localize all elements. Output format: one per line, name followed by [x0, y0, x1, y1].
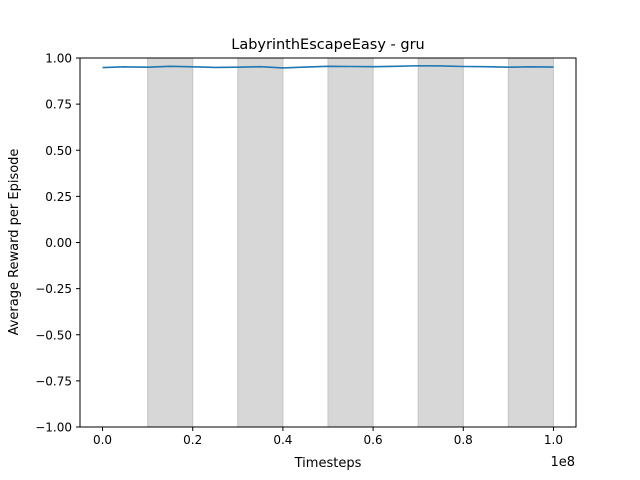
shaded-span-2	[237, 57, 284, 428]
shaded-span-5	[507, 57, 554, 428]
y-tick-label: −0.50	[35, 328, 72, 342]
chart-title: LabyrinthEscapeEasy - gru	[231, 37, 425, 53]
x-tick-label: 0.8	[454, 433, 473, 447]
x-axis-offset-label: 1e8	[550, 455, 575, 470]
y-axis-label: Average Reward per Episode	[7, 149, 22, 336]
series-group	[102, 64, 554, 69]
shaded-span-4	[417, 57, 464, 428]
y-tick-label: −1.00	[35, 421, 72, 435]
y-tick-label: 1.00	[45, 52, 72, 66]
y-axis-ticks: −1.00 −0.75 −0.50 −0.25 0.00 0.25 0.50 0.75 1.00	[35, 52, 80, 435]
series-line-1	[102, 64, 554, 69]
x-axis-ticks: 0.0 0.2 0.4 0.6 0.8 1.0	[93, 427, 563, 447]
y-tick-label: −0.75	[35, 374, 72, 388]
shaded-span-3	[327, 57, 374, 428]
x-tick-label: 0.4	[273, 433, 292, 447]
x-axis-label: Timesteps	[294, 456, 362, 471]
y-tick-label: 0.50	[45, 144, 72, 158]
shaded-span-1	[147, 57, 194, 428]
shaded-spans	[147, 57, 554, 428]
y-tick-label: 0.00	[45, 236, 72, 250]
y-tick-label: 0.75	[45, 98, 72, 112]
x-tick-label: 0.2	[183, 433, 202, 447]
x-tick-label: 1.0	[544, 433, 563, 447]
x-tick-label: 0.6	[364, 433, 383, 447]
y-tick-label: 0.25	[45, 190, 72, 204]
y-tick-label: −0.25	[35, 282, 72, 296]
x-tick-label: 0.0	[93, 433, 112, 447]
